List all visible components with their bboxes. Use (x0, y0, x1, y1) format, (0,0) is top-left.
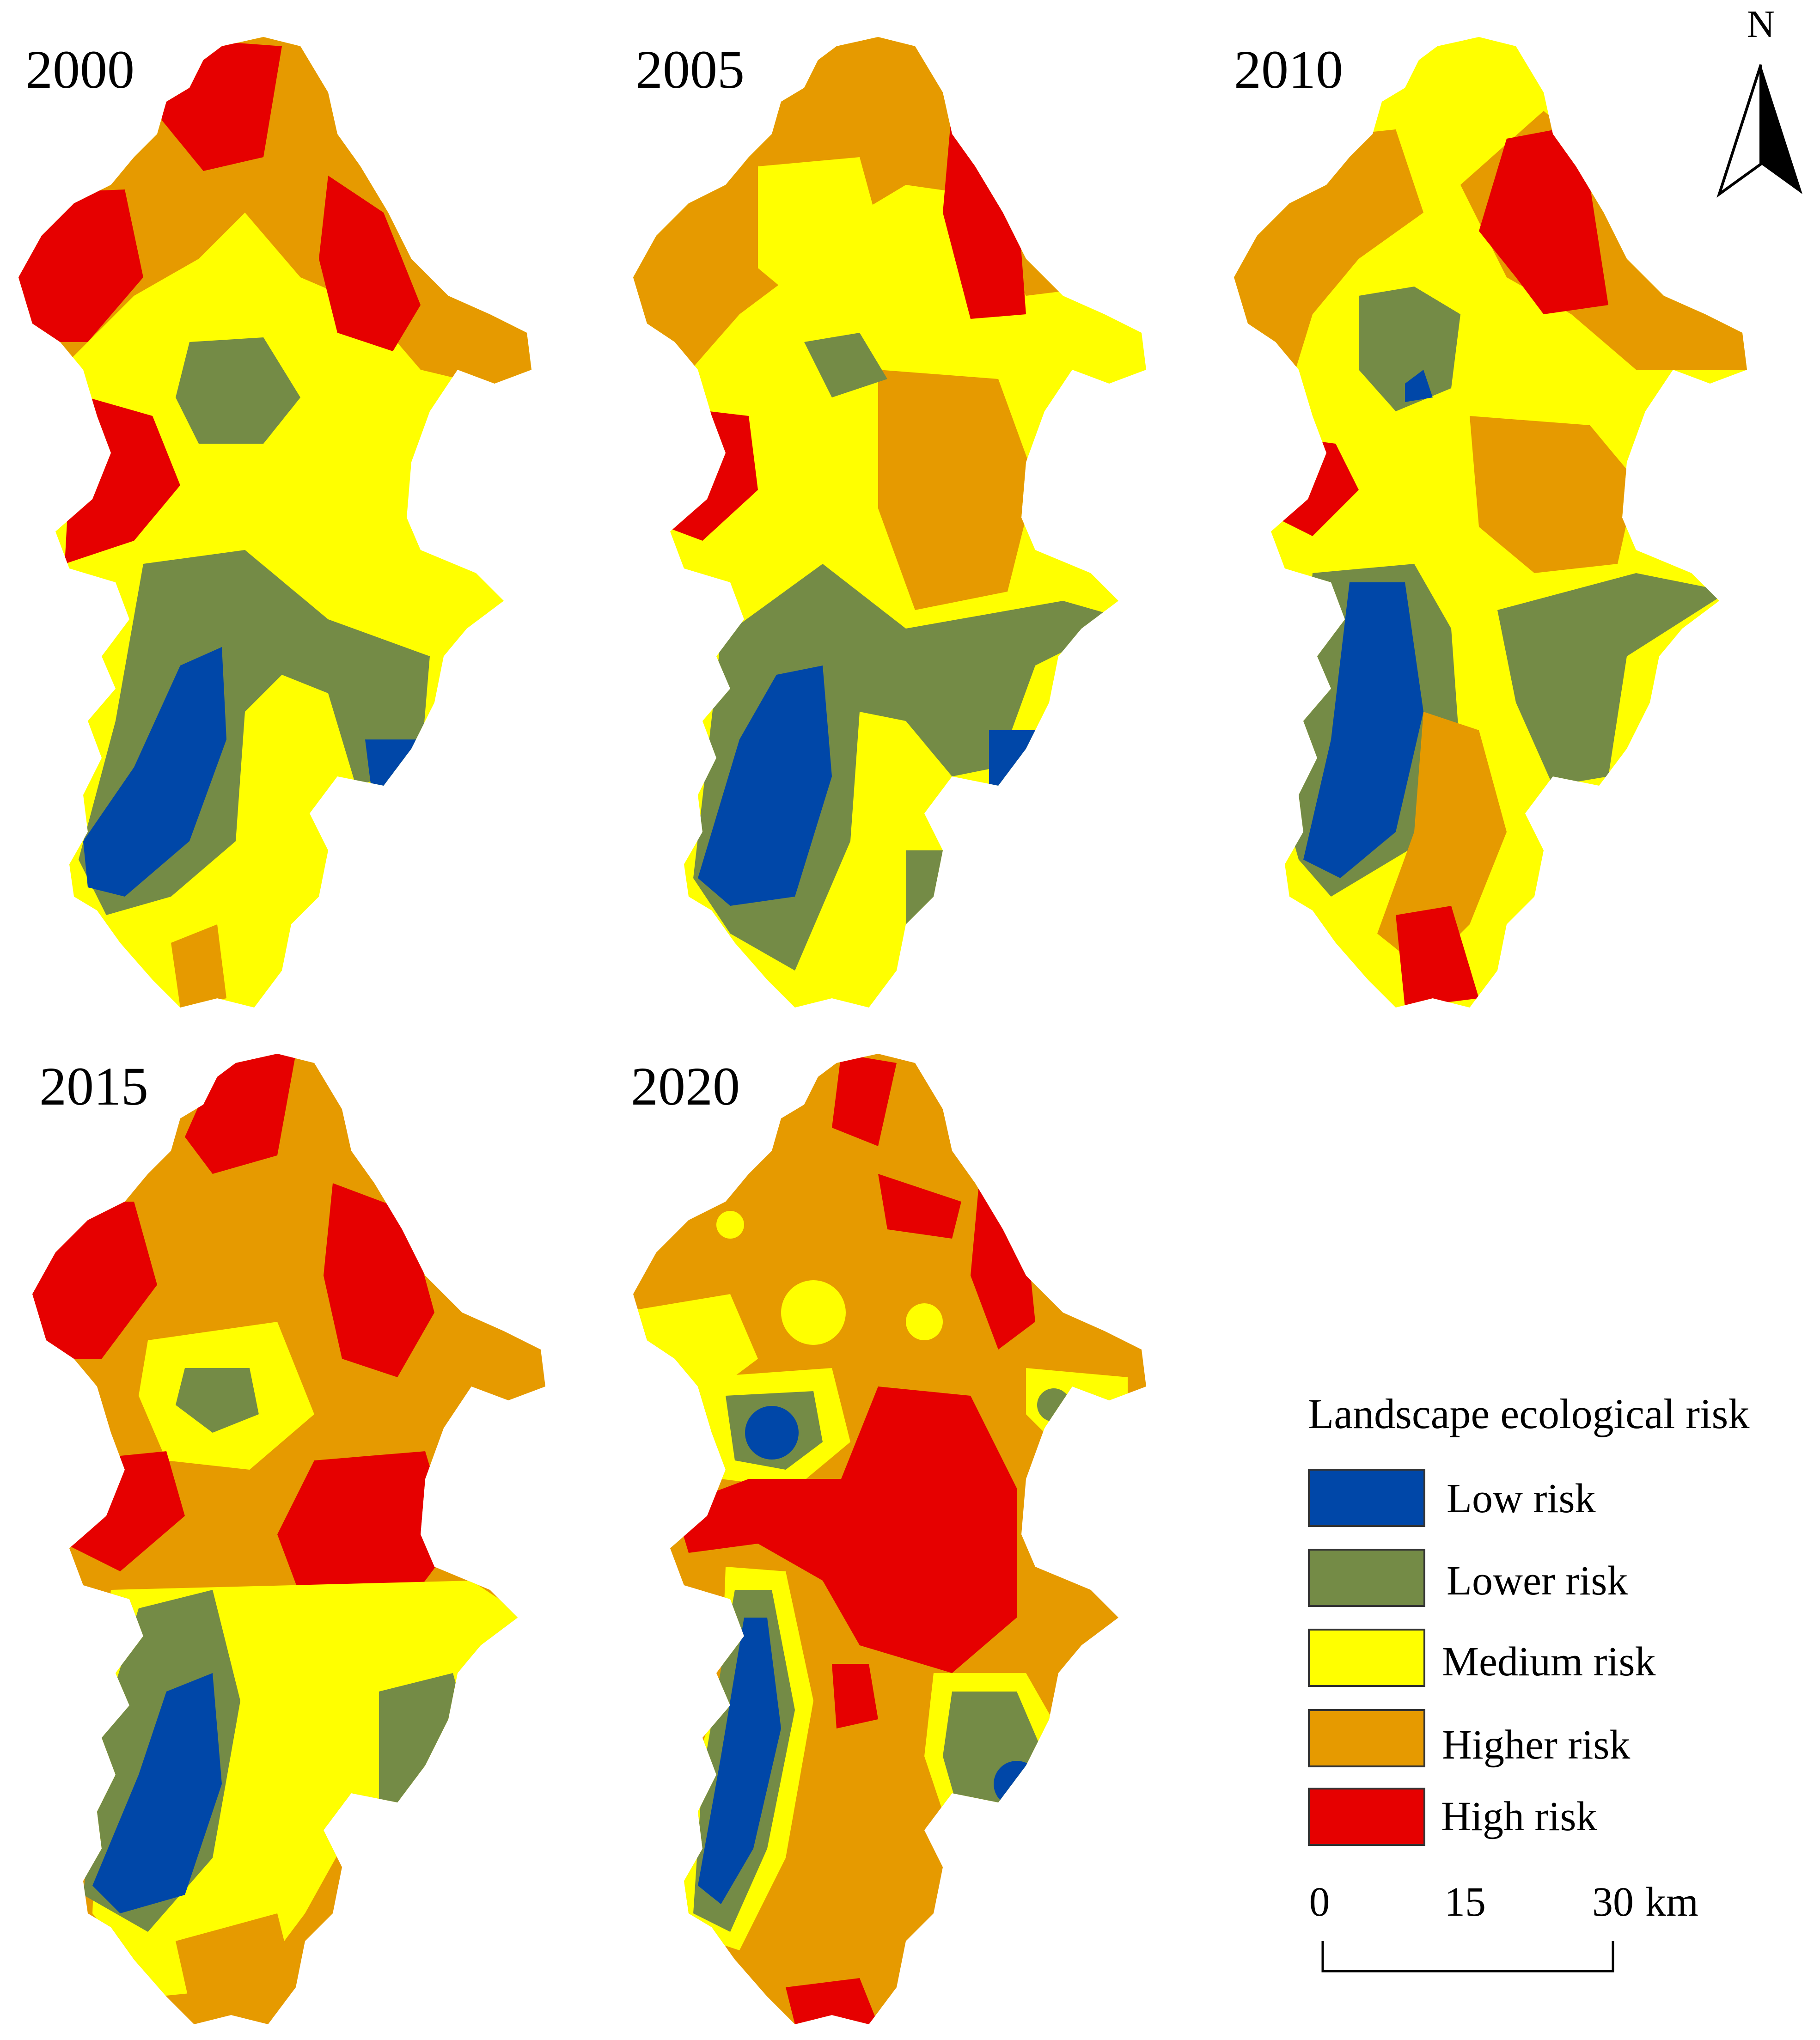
risk-zones-2020 (633, 1054, 1146, 2024)
year-label-2000: 2000 (25, 39, 134, 100)
high-risk-zone (1396, 906, 1479, 1008)
high-risk-zone (971, 1174, 1035, 1350)
medium-risk-zone (716, 1211, 744, 1239)
low-risk-zone (83, 647, 226, 897)
map-panel-2015: 2015 (32, 1054, 545, 2024)
risk-zones-2000 (18, 37, 531, 1008)
lower-risk-zone (906, 850, 961, 989)
legend-label-lower-risk: Lower risk (1447, 1558, 1628, 1604)
medium-risk-zone (906, 1303, 943, 1340)
legend-swatch-high-risk (1308, 1788, 1425, 1846)
high-risk-zone (1479, 125, 1608, 314)
risk-zones-2010 (1234, 37, 1747, 1008)
north-arrow-icon: N (1716, 3, 1802, 198)
map-panel-2000: 2000 (18, 37, 531, 1008)
map-panel-2010: 2010 (1234, 37, 1747, 1008)
legend-label-higher-risk: Higher risk (1442, 1722, 1630, 1768)
lower-risk-zone (176, 337, 300, 444)
lower-risk-zone (1037, 1388, 1070, 1422)
year-label-2020: 2020 (631, 1056, 740, 1117)
legend-label-high-risk: High risk (1441, 1794, 1597, 1839)
high-risk-zone (786, 1978, 878, 2024)
low-risk-zone (745, 1406, 799, 1460)
risk-zones-2015 (32, 1054, 545, 2024)
lower-risk-zone (176, 1368, 259, 1433)
legend: Landscape ecological risk Low risk Lower… (1308, 1390, 1749, 1846)
lower-risk-zone (804, 333, 887, 397)
legend-swatch-lower-risk (1308, 1549, 1425, 1607)
high-risk-zone (832, 1664, 878, 1729)
year-label-2005: 2005 (635, 39, 745, 100)
legend-label-low-risk: Low risk (1447, 1476, 1595, 1521)
higher-risk-zone (1470, 416, 1636, 573)
legend-swatch-higher-risk (1308, 1709, 1425, 1767)
higher-risk-zone (171, 924, 226, 1008)
legend-label-medium-risk: Medium risk (1442, 1639, 1655, 1685)
scale-tick-label-0: 0 (1309, 1879, 1330, 1925)
high-risk-zone (832, 1054, 897, 1146)
low-risk-zone (365, 739, 421, 813)
higher-risk-zone (176, 1913, 296, 2024)
low-risk-zone (92, 1673, 222, 1913)
legend-swatch-medium-risk (1308, 1629, 1425, 1687)
scale-bar: 0 15 30 km (1309, 1879, 1698, 1973)
low-risk-zone (698, 666, 832, 906)
map-panel-2020: 2020 (631, 1054, 1146, 2024)
risk-zones-2005 (633, 37, 1146, 1008)
scale-unit-label: km (1645, 1879, 1698, 1925)
low-risk-zone (698, 1618, 781, 1904)
medium-risk-zone (781, 1280, 846, 1345)
high-risk-zone (878, 1174, 961, 1239)
legend-swatch-low-risk (1308, 1469, 1425, 1527)
map-panel-2005: 2005 (633, 37, 1146, 1008)
lower-risk-zone (1359, 287, 1460, 411)
scale-tick-label-15: 15 (1444, 1879, 1486, 1925)
scale-bar-line (1321, 1941, 1614, 1973)
higher-risk-zone (878, 370, 1035, 610)
north-arrow-label: N (1747, 3, 1775, 46)
high-risk-zone (319, 176, 421, 351)
legend-title: Landscape ecological risk (1308, 1390, 1749, 1437)
high-risk-zone (277, 1451, 453, 1618)
year-label-2010: 2010 (1234, 39, 1343, 100)
high-risk-zone (675, 1386, 1017, 1673)
medium-risk-zone (758, 157, 887, 314)
lower-risk-zone (1497, 573, 1728, 786)
scale-tick-label-30: 30 (1592, 1879, 1634, 1925)
low-risk-zone (1303, 582, 1423, 878)
year-label-2015: 2015 (39, 1056, 148, 1117)
lower-risk-zone (379, 1673, 481, 1821)
low-risk-zone (1405, 370, 1433, 402)
low-risk-zone (994, 1761, 1040, 1807)
higher-risk-zone (1377, 712, 1507, 971)
low-risk-zone (989, 730, 1054, 813)
